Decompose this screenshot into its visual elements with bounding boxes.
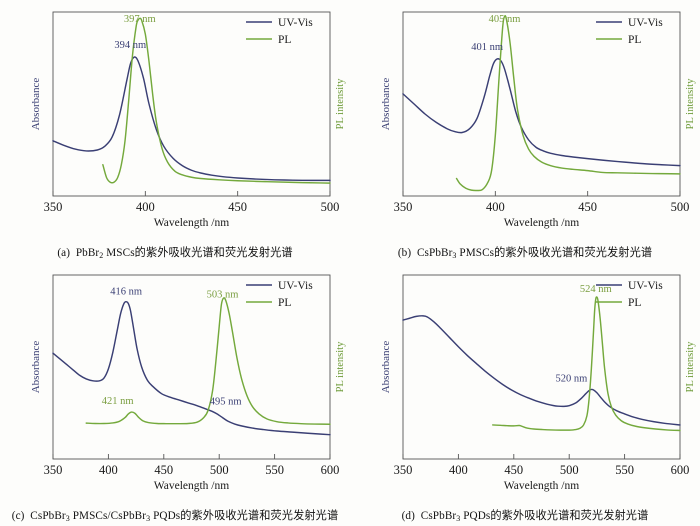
svg-text:450: 450 [578, 200, 597, 214]
svg-text:397 nm: 397 nm [124, 14, 156, 25]
svg-text:Absorbance: Absorbance [380, 78, 392, 131]
svg-text:PL: PL [278, 297, 291, 309]
panel-a: 350 400 450 500 Wavelength /nm Absorbance PL i… [0, 0, 350, 263]
svg-text:UV-Vis: UV-Vis [628, 17, 663, 29]
panel-b-plot: 350 400 450 500 Wavelength /nm Absorbance PL i… [350, 0, 700, 240]
svg-text:UV-Vis: UV-Vis [278, 280, 313, 292]
panel-d-caption: (d) CsPbBr3 PQDs的紫外吸收光谱和荧光发射光谱 [350, 507, 700, 523]
panel-a-caption: (a) PbBr2 MSCs的紫外吸收光谱和荧光发射光谱 [0, 244, 350, 260]
panel-a-caption-prefix: (a) [57, 247, 71, 259]
panel-b-caption: (b) CsPbBr3 PMSCs的紫外吸收光谱和荧光发射光谱 [350, 244, 700, 260]
svg-text:Wavelength /nm: Wavelength /nm [154, 480, 229, 492]
svg-text:421 nm: 421 nm [102, 396, 134, 407]
svg-text:394 nm: 394 nm [114, 40, 146, 51]
panel-a-plot: 350 400 450 500 Wavelength /nm Absorbance PL i… [0, 0, 350, 240]
panel-d-caption-formula: CsPbBr3 PQDs [420, 510, 491, 523]
svg-text:600: 600 [321, 463, 340, 477]
svg-text:450: 450 [154, 463, 173, 477]
svg-text:500: 500 [210, 463, 229, 477]
panel-c-caption-formula: CsPbBr3 PMSCs/CsPbBr3 PQDs [30, 510, 181, 523]
panel-c-caption-tail: 的紫外吸收光谱和荧光发射光谱 [180, 510, 339, 522]
panel-d-caption-prefix: (d) [401, 510, 415, 522]
svg-text:UV-Vis: UV-Vis [278, 17, 313, 29]
svg-text:520 nm: 520 nm [555, 373, 587, 384]
svg-text:Wavelength /nm: Wavelength /nm [504, 480, 579, 492]
panel-d-caption-tail: 的紫外吸收光谱和荧光发射光谱 [490, 510, 649, 522]
panel-c-caption-prefix: (c) [11, 510, 25, 522]
panel-c-plot: 350 400 450 500 550 600 Wavelength /nm Absorban… [0, 263, 350, 503]
panel-b-chart: 350 400 450 500 Wavelength /nm Absorbance PL i… [380, 11, 696, 229]
svg-text:550: 550 [265, 463, 284, 477]
panel-a-caption-formula: PbBr2 MSCs [75, 247, 135, 260]
svg-text:PL intensity: PL intensity [335, 78, 346, 129]
panel-b-caption-prefix: (b) [397, 247, 412, 259]
panel-b-caption-formula: CsPbBr3 PMSCs [417, 247, 495, 260]
svg-text:503 nm: 503 nm [207, 289, 239, 300]
svg-text:450: 450 [228, 200, 247, 214]
svg-text:Absorbance: Absorbance [30, 78, 42, 131]
svg-text:400: 400 [486, 200, 505, 214]
panel-b: 350 400 450 500 Wavelength /nm Absorbance PL i… [350, 0, 700, 263]
panel-d-svg: 350 400 450 500 550 600 Wavelength /nm Absorban… [380, 274, 696, 492]
svg-text:PL intensity: PL intensity [335, 341, 346, 392]
svg-text:416 nm: 416 nm [110, 287, 142, 298]
panel-c-caption: (c) CsPbBr3 PMSCs/CsPbBr3 PQDs的紫外吸收光谱和荧光… [0, 507, 350, 523]
svg-text:PL intensity: PL intensity [685, 78, 696, 129]
svg-text:PL: PL [628, 297, 641, 309]
svg-text:Wavelength /nm: Wavelength /nm [504, 217, 579, 229]
svg-text:550: 550 [615, 463, 634, 477]
svg-text:350: 350 [394, 200, 413, 214]
panel-b-caption-tail: 的紫外吸收光谱和荧光发射光谱 [494, 247, 653, 259]
svg-text:401 nm: 401 nm [471, 42, 503, 53]
panel-c-chart: 350 400 450 500 550 600 Wavelength /nm Absorban… [30, 274, 346, 492]
svg-text:405 nm: 405 nm [489, 14, 521, 25]
panel-d-chart: 350 400 450 500 550 600 Wavelength /nm Absorban… [380, 274, 696, 492]
svg-text:Absorbance: Absorbance [30, 341, 42, 394]
svg-text:524 nm: 524 nm [580, 284, 612, 295]
svg-text:450: 450 [504, 463, 523, 477]
svg-text:400: 400 [99, 463, 118, 477]
svg-text:350: 350 [44, 463, 63, 477]
svg-text:350: 350 [44, 200, 63, 214]
svg-text:PL: PL [628, 34, 641, 46]
svg-text:500: 500 [671, 200, 690, 214]
panel-d-plot: 350 400 450 500 550 600 Wavelength /nm Absorban… [350, 263, 700, 503]
svg-text:400: 400 [449, 463, 468, 477]
panel-a-svg: 350 400 450 500 Wavelength /nm Absorbance PL i… [30, 11, 346, 229]
svg-text:600: 600 [671, 463, 690, 477]
svg-text:400: 400 [136, 200, 155, 214]
panel-c: 350 400 450 500 550 600 Wavelength /nm Absorban… [0, 263, 350, 526]
svg-text:495 nm: 495 nm [210, 397, 242, 408]
panel-a-chart: 350 400 450 500 Wavelength /nm Absorbance PL i… [30, 11, 346, 229]
svg-text:PL: PL [278, 34, 291, 46]
panel-a-caption-tail: 的紫外吸收光谱和荧光发射光谱 [134, 247, 293, 259]
svg-text:500: 500 [560, 463, 579, 477]
panel-c-svg: 350 400 450 500 550 600 Wavelength /nm Absorban… [30, 274, 346, 492]
svg-text:350: 350 [394, 463, 413, 477]
svg-text:Wavelength /nm: Wavelength /nm [154, 217, 229, 229]
svg-text:UV-Vis: UV-Vis [628, 280, 663, 292]
panel-b-svg: 350 400 450 500 Wavelength /nm Absorbance PL i… [380, 11, 696, 229]
svg-text:500: 500 [321, 200, 340, 214]
panel-d: 350 400 450 500 550 600 Wavelength /nm Absorban… [350, 263, 700, 526]
svg-text:PL intensity: PL intensity [685, 341, 696, 392]
svg-text:Absorbance: Absorbance [380, 341, 392, 394]
